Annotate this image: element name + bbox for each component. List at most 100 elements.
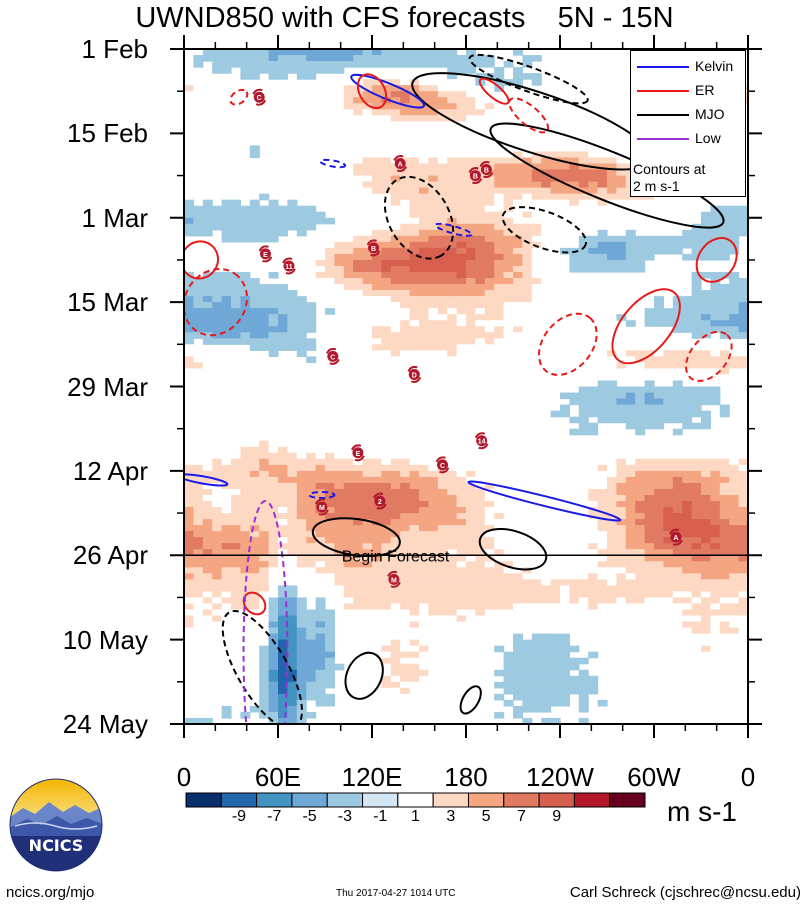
field-cell <box>353 537 364 544</box>
field-cell <box>635 519 646 526</box>
field-cell <box>306 356 317 363</box>
field-cell <box>625 579 636 586</box>
field-cell <box>315 513 326 520</box>
field-cell <box>569 428 580 436</box>
field-cell <box>550 675 561 683</box>
field-cell <box>390 326 401 333</box>
field-cell <box>362 199 373 207</box>
field-cell <box>419 344 429 351</box>
field-cell <box>738 308 748 315</box>
field-cell <box>249 513 260 520</box>
field-cell <box>212 55 223 62</box>
field-cell <box>607 482 617 490</box>
field-cell <box>654 561 664 568</box>
field-cell <box>221 302 232 309</box>
field-cell <box>372 470 382 478</box>
field-cell <box>729 235 740 243</box>
field-cell <box>325 247 335 255</box>
field-cell <box>343 543 354 550</box>
field-cell <box>550 537 561 544</box>
field-cell <box>296 223 307 231</box>
field-cell <box>682 693 693 701</box>
field-cell <box>259 320 270 327</box>
field-cell <box>719 657 730 665</box>
field-cell <box>428 278 439 285</box>
field-cell <box>212 537 223 544</box>
field-cell <box>334 67 345 74</box>
field-cell <box>616 79 627 86</box>
kelvin-contour <box>319 158 347 169</box>
field-cell <box>184 627 194 635</box>
field-cell <box>541 591 552 599</box>
field-cell <box>240 386 251 394</box>
field-cell <box>428 452 439 460</box>
field-cell <box>654 507 664 514</box>
field-cell <box>569 663 580 671</box>
field-cell <box>287 344 298 351</box>
field-cell <box>268 350 279 357</box>
field-cell <box>531 531 542 538</box>
field-cell <box>409 549 420 556</box>
field-cell <box>513 290 523 297</box>
field-cell <box>560 223 570 231</box>
field-cell <box>259 543 270 550</box>
field-cell <box>437 591 448 599</box>
field-cell <box>682 597 693 605</box>
field-cell <box>456 223 467 231</box>
field-cell <box>588 525 599 532</box>
field-cell <box>663 519 674 526</box>
field-cell <box>484 302 495 309</box>
field-cell <box>513 350 523 357</box>
field-cell <box>456 633 467 641</box>
field-cell <box>484 633 495 641</box>
field-cell <box>644 314 655 321</box>
field-cell <box>513 247 523 255</box>
field-cell <box>710 326 721 333</box>
field-cell <box>315 278 326 285</box>
field-cell <box>259 223 270 231</box>
field-cell <box>306 217 317 225</box>
field-cell <box>475 199 486 207</box>
field-cell <box>672 428 683 436</box>
field-cell <box>456 567 467 574</box>
field-cell <box>447 543 458 550</box>
field-cell <box>409 693 420 701</box>
field-cell <box>231 211 241 219</box>
field-cell <box>503 139 514 147</box>
field-cell <box>343 85 354 92</box>
field-cell <box>719 217 730 225</box>
field-cell <box>306 55 317 62</box>
field-cell <box>456 621 467 629</box>
field-cell <box>456 67 467 74</box>
field-cell <box>334 169 345 177</box>
field-cell <box>719 284 730 291</box>
field-cell <box>663 543 674 550</box>
field-cell <box>588 531 599 538</box>
field-cell <box>400 265 411 273</box>
field-cell <box>381 663 392 671</box>
field-cell <box>381 573 392 580</box>
field-cell <box>278 332 288 339</box>
field-cell <box>456 464 467 472</box>
field-cell <box>719 314 730 321</box>
field-cell <box>682 344 693 351</box>
field-cell <box>447 73 458 80</box>
field-cell <box>654 410 664 418</box>
field-cell <box>531 175 542 183</box>
field-cell <box>390 681 401 689</box>
field-cell <box>644 663 655 671</box>
field-cell <box>560 537 570 544</box>
field-cell <box>296 567 307 574</box>
field-cell <box>221 627 232 635</box>
field-cell <box>644 253 655 261</box>
field-cell <box>588 151 599 159</box>
field-cell <box>503 603 514 611</box>
field-cell <box>522 609 533 617</box>
field-cell <box>663 645 674 653</box>
field-cell <box>437 482 448 490</box>
field-cell <box>541 525 552 532</box>
field-cell <box>315 633 326 641</box>
field-cell <box>372 669 382 677</box>
field-cell <box>588 494 599 502</box>
field-cell <box>400 79 411 86</box>
